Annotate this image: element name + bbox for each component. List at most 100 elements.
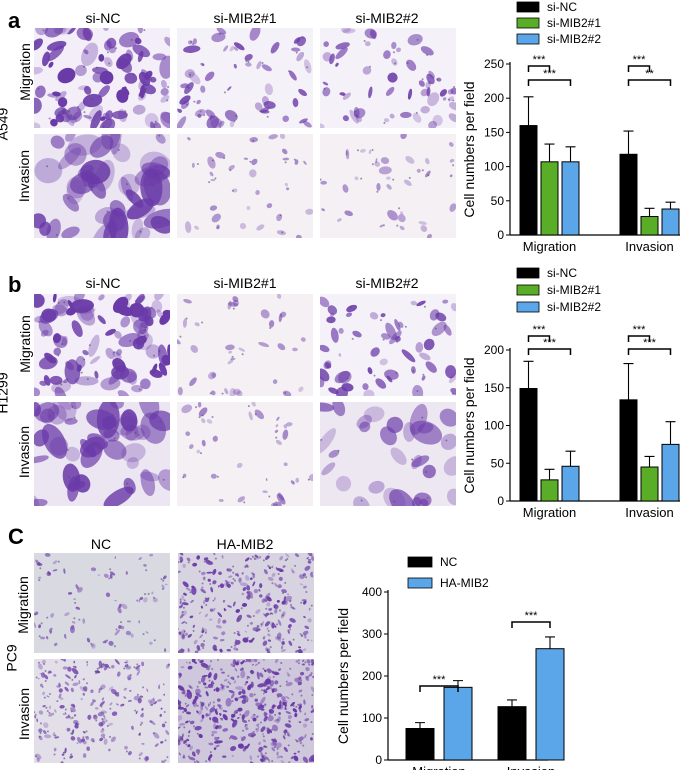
legend-label: si-MIB2#2 <box>547 32 601 46</box>
category-label: Migration <box>523 239 576 254</box>
row-label: Invasion <box>16 687 32 741</box>
error-bar <box>415 722 425 729</box>
micrograph-c-nc-invasion <box>34 659 170 763</box>
y-tick-label: 150 <box>484 381 504 395</box>
micrograph-c-nc-migration <box>34 553 170 653</box>
error-bar <box>565 450 576 467</box>
significance-label: *** <box>543 68 557 80</box>
bar <box>640 216 659 236</box>
column-label: HA-MIB2 <box>216 536 274 552</box>
error-bar <box>544 143 555 162</box>
column-label: si-NC <box>85 10 121 26</box>
legend-label: si-MIB2#1 <box>547 283 601 297</box>
micrograph-a-mib2-2-migration <box>320 28 456 128</box>
micrograph-b-mib2-2-invasion <box>320 402 456 506</box>
significance-bracket <box>627 335 651 342</box>
legend-swatch <box>407 556 433 568</box>
bar <box>619 153 638 236</box>
significance-bracket <box>627 65 651 72</box>
micrograph-c-ha-mib2-invasion <box>178 659 314 763</box>
significance-label: *** <box>433 674 447 686</box>
significance-bracket <box>527 65 551 72</box>
column-label: si-MIB2#1 <box>213 275 277 291</box>
category-label: Migration <box>523 505 576 520</box>
significance-label: *** <box>633 324 647 336</box>
y-tick-label: 0 <box>497 494 504 508</box>
significance-bracket <box>627 348 672 355</box>
y-tick-label: 100 <box>484 160 504 174</box>
significance-bracket <box>527 79 572 86</box>
significance-label: *** <box>543 337 557 349</box>
micrograph-c-ha-mib2-migration <box>178 553 314 653</box>
column-label: si-MIB2#1 <box>213 10 277 26</box>
significance-bracket <box>419 685 459 692</box>
column-label: si-MIB2#2 <box>355 275 419 291</box>
cell-line-label: A549 <box>0 107 11 141</box>
panel-letter-c: C <box>8 524 24 549</box>
y-tick-label: 50 <box>491 456 505 470</box>
y-tick-label: 300 <box>362 627 382 641</box>
error-bar <box>523 96 534 126</box>
legend-label: si-MIB2#2 <box>547 300 601 314</box>
error-bar <box>507 699 517 707</box>
y-tick-label: 200 <box>484 91 504 105</box>
category-label: Invasion <box>625 239 673 254</box>
row-label: Invasion <box>16 425 32 479</box>
bar <box>540 479 559 502</box>
significance-label: ** <box>645 68 654 80</box>
bar-chart-a: 0 50 100 150 200 250 Cell numbers per field Mig… <box>461 0 680 254</box>
significance-label: *** <box>533 54 547 66</box>
bar-chart-b: 0 50 100 150 200 Cell numbers per field Migrat… <box>461 266 680 520</box>
legend-swatch <box>516 284 540 296</box>
micrograph-a-mib2-1-invasion <box>177 134 313 238</box>
error-bar <box>565 146 576 162</box>
micrograph-a-mib2-2-invasion <box>320 134 456 238</box>
micrograph-b-mib2-1-invasion <box>177 402 313 506</box>
y-axis-label: Cell numbers per field <box>335 608 351 744</box>
error-bar <box>665 421 676 445</box>
significance-bracket <box>627 79 672 86</box>
error-bar <box>623 363 634 400</box>
bar <box>519 125 538 236</box>
micrograph-b-mib2-2-migration <box>320 294 456 396</box>
legend-swatch <box>407 577 433 589</box>
row-label: Migration <box>17 43 33 101</box>
bar <box>640 466 659 502</box>
legend-label: si-NC <box>547 266 577 280</box>
y-axis-label: Cell numbers per field <box>461 357 477 493</box>
legend-label: HA-MIB2 <box>440 576 489 590</box>
y-tick-label: 150 <box>484 125 504 139</box>
micrograph-a-sinc-invasion <box>34 134 170 238</box>
micrograph-b-mib2-1-migration <box>177 294 313 396</box>
y-axis-label: Cell numbers per field <box>461 81 477 217</box>
cell-line-label: H1299 <box>0 372 11 414</box>
y-tick-label: 100 <box>362 711 382 725</box>
y-tick-label: 50 <box>491 194 505 208</box>
micrograph-a-mib2-1-migration <box>177 28 313 128</box>
micrograph-b-sinc-invasion <box>34 402 170 506</box>
bar <box>661 443 680 502</box>
category-label: Invasion <box>507 764 555 770</box>
y-tick-label: 0 <box>497 228 504 242</box>
significance-bracket <box>527 335 551 342</box>
panel-letter-b: b <box>8 272 22 297</box>
bar <box>443 686 473 761</box>
significance-label: *** <box>643 337 657 349</box>
error-bar <box>544 468 555 480</box>
bar <box>497 706 527 761</box>
significance-label: *** <box>633 54 647 66</box>
legend-label: NC <box>440 555 458 569</box>
bar <box>661 208 680 236</box>
significance-bracket <box>511 621 551 628</box>
legend-swatch <box>516 17 540 29</box>
error-bar <box>644 455 655 468</box>
category-label: Invasion <box>625 505 673 520</box>
legend-swatch <box>516 267 540 279</box>
error-bar <box>523 360 534 389</box>
column-label: NC <box>90 536 112 552</box>
row-label: Invasion <box>16 149 32 203</box>
bar-chart-c: 0 100 200 300 400 Cell numbers per field Migra… <box>335 555 565 770</box>
bar <box>535 648 565 761</box>
y-tick-label: 200 <box>484 343 504 357</box>
bar <box>519 388 538 502</box>
